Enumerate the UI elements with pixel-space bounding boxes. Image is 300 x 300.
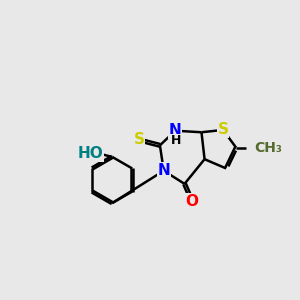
Text: S: S bbox=[134, 133, 145, 148]
Text: O: O bbox=[186, 194, 199, 209]
Text: S: S bbox=[218, 122, 229, 137]
Text: H: H bbox=[171, 134, 181, 147]
Text: HO: HO bbox=[78, 146, 104, 161]
Text: CH₃: CH₃ bbox=[254, 141, 282, 155]
Text: N: N bbox=[158, 163, 170, 178]
Text: N: N bbox=[169, 123, 182, 138]
